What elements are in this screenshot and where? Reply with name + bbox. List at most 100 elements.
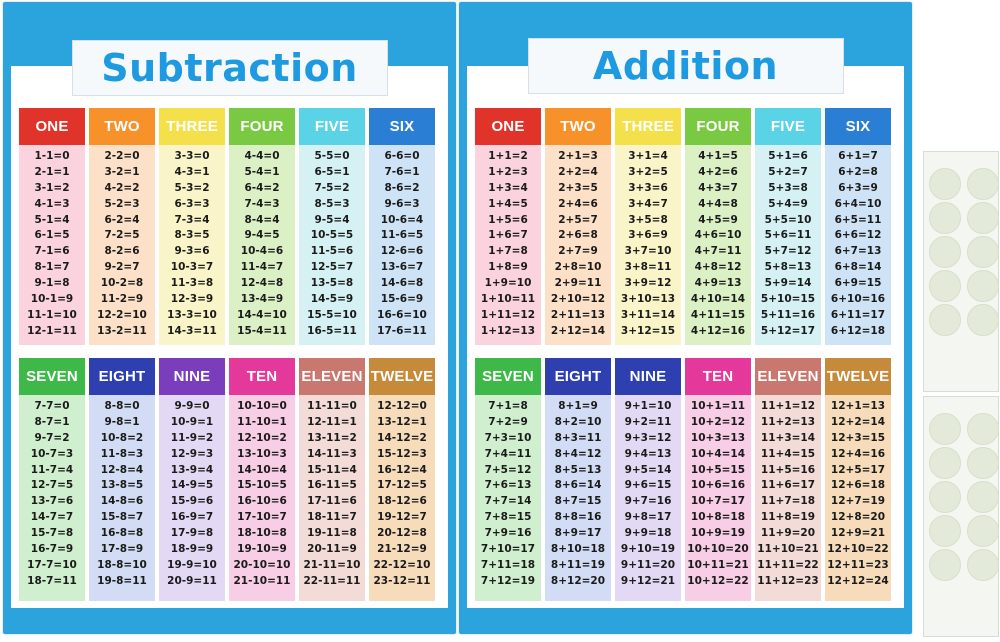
- adhesive-dot: [967, 168, 999, 200]
- equation: 2+7=9: [558, 245, 598, 258]
- table-header: TEN: [685, 358, 751, 395]
- equation: 9+2=11: [624, 415, 672, 428]
- equation: 17-12=5: [377, 479, 427, 492]
- equation: 12-6=6: [380, 245, 424, 258]
- table-one: ONE 1+1=2 1+2=3 1+3=4 1+4=5 1+5=6 1+6=7 1+7=8 1+…: [475, 108, 541, 345]
- equation: 2+3=5: [558, 181, 598, 194]
- equation: 14-6=8: [380, 277, 424, 290]
- equation: 11+12=23: [757, 574, 819, 587]
- equation: 4+1=5: [698, 150, 738, 162]
- equation: 4+10=14: [690, 293, 746, 306]
- table-body: 11+1=12 11+2=13 11+3=14 11+4=15 11+5=16 11+6=…: [755, 395, 821, 601]
- equation: 9+8=17: [624, 511, 672, 524]
- equation: 4+5=9: [698, 213, 738, 226]
- equation: 10+1=11: [690, 400, 746, 412]
- table-body: 3+1=4 3+2=5 3+3=6 3+4=7 3+5=8 3+6=9 3+7=10 3+8=…: [615, 145, 681, 345]
- table-header: TEN: [229, 358, 295, 395]
- subtraction-poster: Subtraction ONE 1-1=0 2-1=1 3-1=2 4-1=3 5-1=4…: [3, 2, 456, 634]
- equation: 12-11=1: [307, 415, 357, 428]
- equation: 21-12=9: [377, 543, 427, 556]
- equation: 4+4=8: [698, 197, 738, 210]
- table-body: 9-9=0 10-9=1 11-9=2 12-9=3 13-9=4 14-9=5 15-9=…: [159, 395, 225, 601]
- equation: 12+11=23: [827, 558, 889, 571]
- adhesive-dot: [967, 304, 999, 336]
- equation: 7+9=16: [484, 527, 532, 540]
- equation: 9+12=21: [620, 574, 676, 587]
- adhesive-dot: [967, 481, 999, 513]
- equation: 15-6=9: [380, 293, 424, 306]
- equation: 10+9=19: [690, 527, 746, 540]
- equation: 10+5=15: [690, 463, 746, 476]
- equation: 3+1=4: [628, 150, 668, 162]
- equation: 11+7=18: [760, 495, 816, 508]
- table-body: 5+1=6 5+2=7 5+3=8 5+4=9 5+5=10 5+6=11 5+7=12 5+…: [755, 145, 821, 345]
- equation: 4-2=2: [104, 181, 140, 194]
- equation: 1+3=4: [488, 181, 528, 194]
- equation: 2+2=4: [558, 165, 598, 178]
- equation: 3+12=15: [620, 324, 676, 337]
- equation: 4+3=7: [698, 181, 738, 194]
- table-header: SEVEN: [19, 358, 85, 395]
- equation: 10+11=21: [687, 558, 749, 571]
- table-header: TWO: [89, 108, 155, 145]
- equation: 14-5=9: [310, 293, 354, 306]
- equation: 3+10=13: [620, 293, 676, 306]
- equation: 19-9=10: [167, 558, 217, 571]
- equation: 7+12=19: [480, 574, 536, 587]
- equation: 17-7=10: [27, 558, 77, 571]
- equation: 8-2=6: [104, 245, 140, 258]
- equation: 5+5=10: [764, 213, 812, 226]
- equation: 18-12=6: [377, 495, 427, 508]
- equation: 10-10=0: [237, 400, 287, 412]
- equation: 7+11=18: [480, 558, 536, 571]
- equation: 14-7=7: [30, 511, 74, 524]
- equation: 1+5=6: [488, 213, 528, 226]
- equation: 11-11=0: [307, 400, 357, 412]
- equation: 6-2=4: [104, 213, 140, 226]
- equation: 10+3=13: [690, 431, 746, 444]
- equation: 16-12=4: [377, 463, 427, 476]
- table-eleven: ELEVEN 11+1=12 11+2=13 11+3=14 11+4=15 11+5=1…: [755, 358, 821, 601]
- equation: 15-10=5: [237, 479, 287, 492]
- equation: 15-9=6: [170, 495, 214, 508]
- equation: 9-1=8: [34, 277, 70, 290]
- equation: 16-6=10: [377, 308, 427, 321]
- equation: 8+9=17: [554, 527, 602, 540]
- equation: 15-4=11: [237, 324, 287, 337]
- equation: 9+5=14: [624, 463, 672, 476]
- adhesive-dot: [929, 481, 961, 513]
- equation: 3+9=12: [624, 277, 672, 290]
- equation: 12-8=4: [100, 463, 144, 476]
- equation: 9+7=16: [624, 495, 672, 508]
- equation: 12+7=19: [830, 495, 886, 508]
- equation: 17-11=6: [307, 495, 357, 508]
- equation: 7-2=5: [104, 229, 140, 242]
- equation: 3-3=0: [174, 150, 210, 162]
- equation: 5+8=13: [764, 261, 812, 274]
- equation: 10-9=1: [170, 415, 214, 428]
- equation: 9+10=19: [620, 543, 676, 556]
- equation: 7+8=15: [484, 511, 532, 524]
- adhesive-dots: [929, 413, 999, 583]
- table-body: 11-11=0 12-11=1 13-11=2 14-11=3 15-11=4 16-11…: [299, 395, 365, 601]
- equation: 1+11=12: [480, 308, 536, 321]
- equation: 11+2=13: [760, 415, 816, 428]
- equation: 12+6=18: [830, 479, 886, 492]
- equation: 4+9=13: [694, 277, 742, 290]
- equation: 5+10=15: [760, 293, 816, 306]
- equation: 1+2=3: [488, 165, 528, 178]
- equation: 13-3=10: [167, 308, 217, 321]
- equation: 7-1=6: [34, 245, 70, 258]
- equation: 1+7=8: [488, 245, 528, 258]
- equation: 12+1=13: [830, 400, 886, 412]
- equation: 12+2=14: [830, 415, 886, 428]
- equation: 5+1=6: [768, 150, 808, 162]
- table-header: THREE: [615, 108, 681, 145]
- equation: 10-2=8: [100, 277, 144, 290]
- equation: 5+12=17: [760, 324, 816, 337]
- equation: 1+10=11: [480, 293, 536, 306]
- table-header: TWELVE: [369, 358, 435, 395]
- table-body: 4+1=5 4+2=6 4+3=7 4+4=8 4+5=9 4+6=10 4+7=11 4+8…: [685, 145, 751, 345]
- table-one: ONE 1-1=0 2-1=1 3-1=2 4-1=3 5-1=4 6-1=5 7-1=6 8-…: [19, 108, 85, 345]
- equation: 2+6=8: [558, 229, 598, 242]
